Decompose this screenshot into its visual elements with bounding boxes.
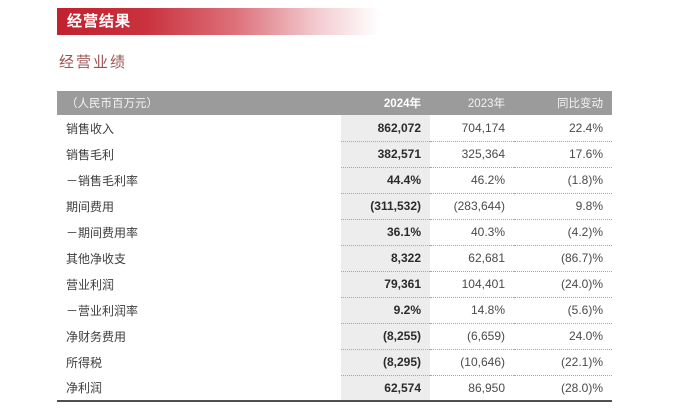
- value-2023: (10,646): [430, 348, 514, 375]
- value-2023: (6,659): [430, 322, 514, 349]
- value-2023: 86,950: [430, 374, 514, 402]
- value-change: (5.6)%: [514, 296, 612, 323]
- table-row: 销售收入 862,072 704,174 22.4%: [57, 115, 612, 141]
- row-label: 销售毛利: [66, 147, 115, 162]
- value-change: 22.4%: [568, 120, 603, 135]
- table-row: 期间费用 (311,532) (283,644) 9.8%: [57, 192, 612, 219]
- value-2023: 704,174: [461, 120, 505, 135]
- report-page: 经营结果 经营业绩 （人民币百万元） 2024年 2023年 同比变动 销售收入…: [0, 8, 690, 415]
- table-row: 净利润 62,574 86,950 (28.0)%: [57, 374, 612, 402]
- value-2024: 62,574: [341, 374, 430, 402]
- value-2024: 44.4%: [341, 166, 430, 193]
- value-change: (4.2)%: [514, 218, 612, 245]
- value-2024: (8,295): [341, 348, 430, 375]
- table-row: 其他净收支 8,322 62,681 (86.7)%: [57, 244, 612, 271]
- value-change: 17.6%: [514, 140, 612, 167]
- value-change: 9.8%: [514, 192, 612, 219]
- row-label: －期间费用率: [66, 225, 139, 240]
- value-change: (28.0)%: [514, 374, 612, 402]
- value-2023: 46.2%: [430, 166, 514, 193]
- row-label: 其他净收支: [66, 251, 127, 266]
- value-change: 24.0%: [514, 322, 612, 349]
- table-row: 所得税 (8,295) (10,646) (22.1)%: [57, 348, 612, 375]
- value-2024: 382,571: [341, 140, 430, 167]
- column-header-change: 同比变动: [514, 91, 612, 115]
- table-row: －销售毛利率 44.4% 46.2% (1.8)%: [57, 166, 612, 193]
- performance-table: （人民币百万元） 2024年 2023年 同比变动 销售收入 862,072 7…: [57, 91, 612, 402]
- row-label: 销售收入: [66, 121, 115, 136]
- value-2024: 79,361: [341, 270, 430, 297]
- value-change: (86.7)%: [514, 244, 612, 271]
- section-title: 经营业绩: [59, 54, 128, 71]
- value-2023: (283,644): [430, 192, 514, 219]
- value-change: (1.8)%: [514, 166, 612, 193]
- row-label: 净财务费用: [66, 329, 127, 344]
- table-row: 销售毛利 382,571 325,364 17.6%: [57, 140, 612, 167]
- value-2024: 8,322: [341, 244, 430, 271]
- value-2023: 325,364: [430, 140, 514, 167]
- value-2024: (8,255): [341, 322, 430, 349]
- value-2024: 9.2%: [341, 296, 430, 323]
- value-2023: 14.8%: [430, 296, 514, 323]
- value-change: (24.0)%: [514, 270, 612, 297]
- row-label: 营业利润: [66, 277, 115, 292]
- value-2024: 862,072: [341, 115, 430, 141]
- table-row: －期间费用率 36.1% 40.3% (4.2)%: [57, 218, 612, 245]
- table-row: 净财务费用 (8,255) (6,659) 24.0%: [57, 322, 612, 349]
- value-2023: 40.3%: [430, 218, 514, 245]
- unit-label: （人民币百万元）: [57, 91, 341, 115]
- value-2023: 62,681: [430, 244, 514, 271]
- column-header-2024: 2024年: [341, 91, 430, 115]
- section-banner: 经营结果: [57, 8, 612, 35]
- table-row: －营业利润率 9.2% 14.8% (5.6)%: [57, 296, 612, 323]
- row-label: －销售毛利率: [66, 173, 139, 188]
- row-label: 净利润: [57, 375, 341, 402]
- banner-title: 经营结果: [67, 13, 132, 30]
- table-row: 营业利润 79,361 104,401 (24.0)%: [57, 270, 612, 297]
- table-header-row: （人民币百万元） 2024年 2023年 同比变动: [57, 91, 612, 115]
- row-label: －营业利润率: [66, 303, 139, 318]
- value-2023: 104,401: [430, 270, 514, 297]
- value-change: (22.1)%: [514, 348, 612, 375]
- row-label: 期间费用: [66, 199, 115, 214]
- row-label: 所得税: [66, 355, 103, 370]
- value-2024: 36.1%: [341, 218, 430, 245]
- column-header-2023: 2023年: [430, 91, 514, 115]
- value-2024: (311,532): [341, 192, 430, 219]
